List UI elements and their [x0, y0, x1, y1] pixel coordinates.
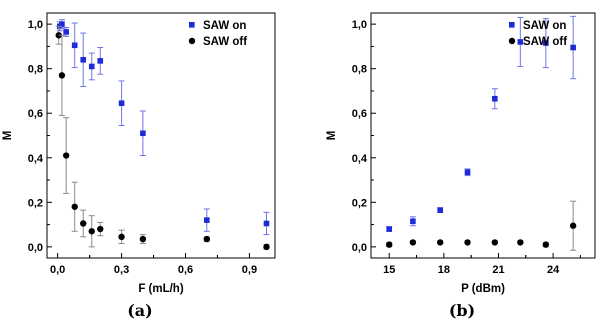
y-tick-label: 0,2 — [352, 197, 367, 209]
panel-label-a: (a) — [127, 301, 153, 320]
data-point-saw-on — [543, 40, 549, 46]
x-axis-label-b: P (dBm) — [461, 283, 505, 295]
panel-a: 0,0 0,3 0,6 0,90,00,20,40,60,81,0 F (mL/h) … — [2, 12, 276, 320]
data-point-saw-on — [59, 21, 65, 27]
data-point-saw-off — [263, 243, 270, 251]
data-point-saw-off — [409, 239, 417, 246]
data-point-saw-off — [203, 235, 211, 243]
data-point-saw-on — [410, 218, 416, 225]
data-point-saw-off — [80, 220, 87, 227]
y-tick-label: 0,4 — [352, 153, 368, 165]
data-point-saw-on — [88, 63, 95, 70]
data-point-saw-on — [71, 42, 78, 49]
y-tick-label: 0,4 — [28, 153, 44, 165]
legend-label-saw-off-a: SAW off — [203, 36, 247, 48]
y-tick-label: 0,2 — [28, 197, 43, 209]
data-point-saw-off — [88, 228, 95, 235]
data-point-saw-on — [517, 39, 524, 45]
data-point-saw-off — [62, 152, 70, 159]
legend-marker-saw-off — [188, 37, 196, 45]
legend-label-saw-off-b: SAW off — [523, 36, 567, 48]
y-tick-label: 1,0 — [352, 19, 367, 31]
y-tick-label: 0,8 — [28, 64, 43, 76]
y-tick-label: 0,0 — [352, 242, 367, 254]
data-point-saw-off — [71, 203, 78, 210]
x-tick-label: 21 — [492, 264, 504, 276]
data-point-saw-off — [58, 72, 66, 79]
data-point-saw-on — [437, 207, 444, 213]
legend-b: SAW on SAW off — [508, 20, 567, 48]
y-tick-label: 0,6 — [352, 108, 367, 120]
legend-label-saw-on-b: SAW on — [523, 20, 566, 32]
y-tick-label: 0,6 — [28, 108, 43, 120]
data-point-saw-on — [570, 44, 576, 51]
data-point-saw-off — [569, 222, 577, 229]
data-point-saw-off — [386, 241, 393, 248]
panel-b: 15 18 21 24 0,0 0,2 0,4 0,6 0,8 1,0 P (dBm) M SAW… — [326, 12, 596, 320]
data-point-saw-on — [464, 169, 471, 176]
data-point-saw-on — [140, 130, 146, 137]
data-point-saw-off — [517, 239, 524, 246]
x-tick-label: 18 — [438, 264, 450, 276]
data-point-saw-off — [542, 241, 550, 248]
y-tick-label: 1,0 — [28, 19, 43, 31]
x-tick-label: 0,3 — [114, 264, 129, 276]
panel-label-b: (b) — [449, 301, 475, 320]
data-point-saw-off — [55, 32, 62, 39]
data-point-saw-on — [63, 29, 69, 35]
x-axis-label-a: F (mL/h) — [138, 283, 184, 295]
y-axis-label-a: M — [2, 131, 14, 141]
data-point-saw-off — [437, 239, 444, 246]
data-point-saw-on — [386, 226, 393, 232]
data-point-saw-off — [464, 239, 471, 246]
data-point-saw-on — [263, 220, 270, 227]
x-tick-label: 15 — [383, 264, 395, 276]
y-tick-label: 0,0 — [28, 242, 43, 254]
legend-marker-saw-on — [189, 22, 195, 28]
x-tick-label: 24 — [547, 264, 560, 276]
data-point-saw-on — [97, 58, 104, 64]
legend-label-saw-on-a: SAW on — [203, 20, 246, 32]
x-tick-label: 0,0 — [50, 264, 65, 276]
data-point-saw-off — [118, 233, 125, 241]
y-tick-label: 0,8 — [352, 64, 367, 76]
data-point-saw-on — [492, 95, 498, 102]
legend-marker-saw-off — [508, 37, 516, 45]
data-point-saw-off — [139, 235, 147, 243]
data-point-saw-on — [204, 217, 210, 223]
data-point-saw-on — [118, 100, 125, 107]
legend-marker-saw-on — [509, 22, 515, 28]
x-tick-label: 0,6 — [178, 264, 193, 276]
legend-a: SAW on SAW off — [188, 20, 247, 48]
plot-frame-b — [370, 12, 596, 259]
data-point-saw-off — [97, 225, 104, 233]
y-axis-label-b: M — [326, 131, 338, 141]
data-point-saw-on — [80, 56, 87, 63]
x-tick-label: 0,9 — [242, 264, 257, 276]
data-point-saw-off — [491, 239, 499, 246]
